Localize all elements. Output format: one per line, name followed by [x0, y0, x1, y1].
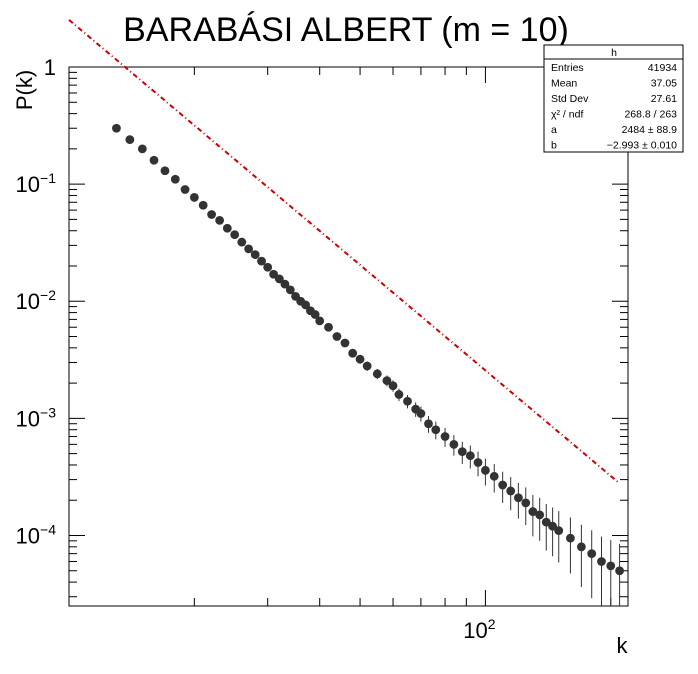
y-tick-label: 10−4: [16, 521, 57, 548]
stats-value: 37.05: [651, 78, 677, 90]
data-point: [587, 549, 597, 559]
stats-label: b: [551, 140, 557, 152]
y-tick-label: 10−1: [16, 170, 57, 197]
data-point: [535, 510, 545, 520]
data-point: [301, 300, 311, 310]
data-point: [237, 237, 247, 247]
stats-value: −2.993 ± 0.010: [607, 140, 677, 152]
stats-value: 27.61: [651, 93, 677, 105]
data-point: [244, 244, 254, 254]
data-point: [576, 542, 586, 552]
data-point: [137, 144, 147, 154]
data-point: [489, 471, 499, 481]
data-point: [481, 465, 490, 475]
data-point: [388, 381, 398, 391]
stats-box-frame: [543, 44, 684, 153]
stats-box-name: h: [611, 47, 617, 59]
data-point: [465, 451, 475, 461]
data-point: [615, 566, 624, 576]
data-point: [528, 507, 538, 516]
data-point: [372, 369, 382, 379]
data-point: [548, 521, 558, 531]
data-point: [382, 376, 392, 386]
data-point: [424, 419, 433, 429]
data-point: [222, 223, 232, 233]
data-point: [473, 458, 483, 467]
data-point: [416, 409, 426, 418]
stats-box-rows: Entries 41934 Mean 37.05 Std Dev 27.61 χ² / nd…: [551, 62, 677, 152]
data-point: [149, 155, 159, 165]
data-point: [160, 166, 170, 176]
data-point: [280, 279, 290, 289]
data-point: [566, 533, 575, 543]
data-point: [263, 262, 273, 272]
x-tick-label: 102: [463, 616, 495, 643]
stats-value: 268.8 / 263: [624, 109, 677, 121]
data-point: [274, 274, 284, 284]
axis-tick-labels: 1 10−1 10−2 10−3 10−4 102: [16, 55, 496, 643]
data-point: [332, 332, 342, 341]
data-point: [597, 557, 606, 566]
data-point: [355, 354, 365, 364]
data-point: [315, 316, 325, 326]
data-point: [170, 174, 180, 184]
data-point: [180, 185, 190, 194]
data-point: [362, 361, 372, 371]
y-tick-label: 10−3: [16, 404, 57, 431]
data-point: [324, 322, 333, 332]
data-point: [215, 216, 225, 225]
fit-line: [68, 19, 621, 485]
data-point: [125, 135, 135, 144]
stats-box: h Entries 41934 Mean 37.05 Std Dev 27.61 χ² / …: [543, 44, 684, 153]
data-point: [403, 396, 412, 406]
data-point: [506, 486, 516, 496]
data-point: [541, 517, 551, 527]
fit-curve: [68, 19, 621, 485]
data-point: [310, 310, 320, 319]
data-point: [449, 439, 459, 449]
data-point: [340, 338, 350, 348]
data-point: [257, 256, 266, 266]
data-point: [606, 561, 616, 571]
data-point: [554, 526, 564, 536]
data-points: [112, 123, 624, 576]
data-point: [498, 480, 508, 490]
stats-label: a: [551, 124, 557, 136]
data-point: [207, 210, 216, 219]
stats-label: Mean: [551, 78, 577, 90]
chart-title: BARABÁSI ALBERT (m = 10): [123, 11, 569, 49]
y-tick-label: 10−2: [16, 287, 57, 314]
stats-label: Entries: [551, 62, 584, 74]
data-point: [348, 348, 358, 358]
data-point: [189, 193, 199, 202]
stats-value: 41934: [648, 62, 677, 74]
stats-label: Std Dev: [551, 93, 589, 105]
data-point: [250, 250, 260, 260]
data-point: [440, 432, 450, 441]
data-point: [112, 123, 121, 133]
data-point: [285, 285, 295, 295]
data-point: [513, 493, 523, 503]
data-point: [394, 390, 404, 399]
x-axis-label: k: [617, 633, 629, 658]
stats-value: 2484 ± 88.9: [622, 124, 678, 136]
data-point: [457, 447, 467, 457]
stats-label: χ² / ndf: [551, 109, 583, 121]
y-axis-label: P(k): [12, 70, 37, 110]
y-tick-label: 1: [44, 55, 56, 80]
data-point: [198, 200, 208, 210]
data-point: [521, 498, 531, 508]
data-point: [230, 230, 240, 240]
data-point: [431, 425, 441, 435]
